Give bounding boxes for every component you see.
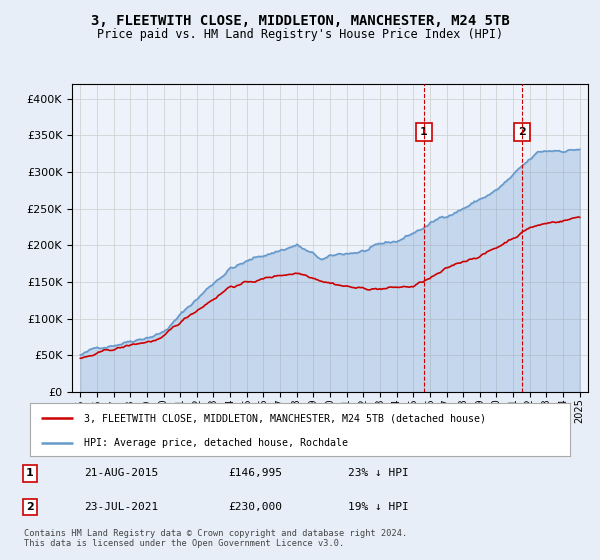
- Text: 3, FLEETWITH CLOSE, MIDDLETON, MANCHESTER, M24 5TB: 3, FLEETWITH CLOSE, MIDDLETON, MANCHESTE…: [91, 14, 509, 28]
- Text: Price paid vs. HM Land Registry's House Price Index (HPI): Price paid vs. HM Land Registry's House …: [97, 28, 503, 41]
- Text: £146,995: £146,995: [228, 468, 282, 478]
- Text: £230,000: £230,000: [228, 502, 282, 512]
- Text: Contains HM Land Registry data © Crown copyright and database right 2024.
This d: Contains HM Land Registry data © Crown c…: [24, 529, 407, 548]
- Text: 2: 2: [26, 502, 34, 512]
- Text: 2: 2: [518, 127, 526, 137]
- Text: 3, FLEETWITH CLOSE, MIDDLETON, MANCHESTER, M24 5TB (detached house): 3, FLEETWITH CLOSE, MIDDLETON, MANCHESTE…: [84, 413, 486, 423]
- Text: 23-JUL-2021: 23-JUL-2021: [84, 502, 158, 512]
- Text: 1: 1: [26, 468, 34, 478]
- Text: HPI: Average price, detached house, Rochdale: HPI: Average price, detached house, Roch…: [84, 438, 348, 448]
- Text: 1: 1: [420, 127, 428, 137]
- Text: 23% ↓ HPI: 23% ↓ HPI: [348, 468, 409, 478]
- Text: 21-AUG-2015: 21-AUG-2015: [84, 468, 158, 478]
- Text: 19% ↓ HPI: 19% ↓ HPI: [348, 502, 409, 512]
